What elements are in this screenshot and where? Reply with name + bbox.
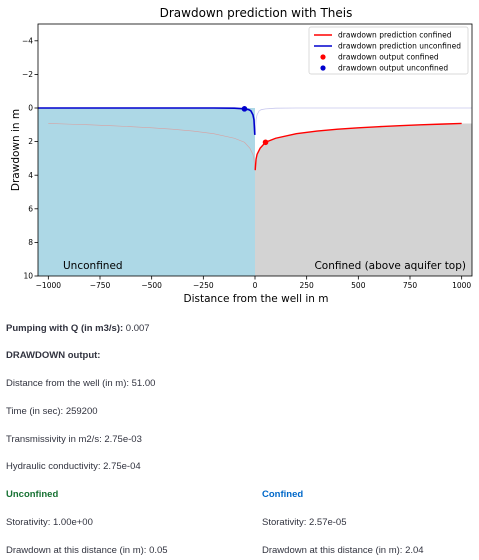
x-tick-label: −250 <box>193 281 214 290</box>
legend-label: drawdown prediction unconfined <box>338 42 461 51</box>
chart-legend: drawdown prediction confined drawdown pre… <box>308 26 469 75</box>
drawdown-chart: Drawdown prediction with Theis Unconfine… <box>10 6 473 305</box>
legend-box <box>308 26 469 75</box>
y-tick-label: 6 <box>28 204 33 213</box>
confined-heading: Confined <box>262 489 304 500</box>
x-axis-label: Distance from the well in m <box>184 293 329 305</box>
confined-line <box>254 122 462 171</box>
y-tick-label: 0 <box>28 104 33 113</box>
x-tick-label: −750 <box>90 281 111 290</box>
x-tick-label: −1000 <box>36 281 62 290</box>
legend-label: drawdown output confined <box>338 53 439 62</box>
unconfined-region <box>38 108 255 276</box>
y-tick-label: 10 <box>23 272 33 281</box>
time-text: Time (in sec): 259200 <box>6 406 98 417</box>
pumping-label: Pumping with Q (in m3/s): <box>6 323 124 334</box>
annotation-unconfined: Unconfined <box>63 260 123 272</box>
axes: −1000 −750 −500 −250 0 250 500 750 1000 −4 −2 0 2 4 6 8… <box>22 23 473 290</box>
mirror-confined-curve <box>48 123 256 171</box>
x-tick-label: 1000 <box>452 281 471 290</box>
x-tick-label: −500 <box>141 281 162 290</box>
unconfined-drawdown: Drawdown at this distance (in m): 0.05 <box>6 545 168 556</box>
conductivity-text: Hydraulic conductivity: 2.75e-04 <box>6 461 141 472</box>
y-tick-label: 4 <box>28 171 33 180</box>
unconfined-output-point <box>241 106 248 112</box>
legend-marker <box>320 54 326 60</box>
unconfined-storativity: Storativity: 1.00e+00 <box>6 517 93 528</box>
chart-title: Drawdown prediction with Theis <box>160 6 353 20</box>
y-axis-label: Drawdown in m <box>10 109 22 191</box>
confined-drawdown: Drawdown at this distance (in m): 2.04 <box>262 545 424 556</box>
transmissivity-text: Transmissivity in m2/s: 2.75e-03 <box>6 434 142 445</box>
pumping-value: 0.007 <box>123 323 150 334</box>
y-tick-label: 8 <box>28 238 33 247</box>
distance-text: Distance from the well (in m): 51.00 <box>6 378 156 389</box>
legend-label: drawdown prediction confined <box>338 31 452 40</box>
y-tick-label: −4 <box>22 36 33 45</box>
confined-storativity: Storativity: 2.57e-05 <box>262 517 347 528</box>
x-tick-label: 750 <box>403 281 418 290</box>
annotation-confined: Confined (above aquifer top) <box>314 260 466 272</box>
mirror-unconfined-curve <box>254 107 472 135</box>
plot-area: Unconfined Confined (above aquifer top) <box>38 106 472 277</box>
legend-label: drawdown output unconfined <box>338 64 448 73</box>
unconfined-heading: Unconfined <box>6 489 59 500</box>
pumping-line: Pumping with Q (in m3/s): 0.007 <box>6 323 150 334</box>
legend-marker <box>320 65 326 71</box>
y-tick-label: 2 <box>28 137 33 146</box>
x-tick-label: 500 <box>351 281 366 290</box>
output-heading: DRAWDOWN output: <box>6 350 101 361</box>
y-tick-label: −2 <box>22 70 33 79</box>
x-tick-label: 0 <box>253 281 258 290</box>
confined-region <box>255 123 472 277</box>
x-tick-label: 250 <box>300 281 315 290</box>
confined-output-point <box>262 139 269 146</box>
